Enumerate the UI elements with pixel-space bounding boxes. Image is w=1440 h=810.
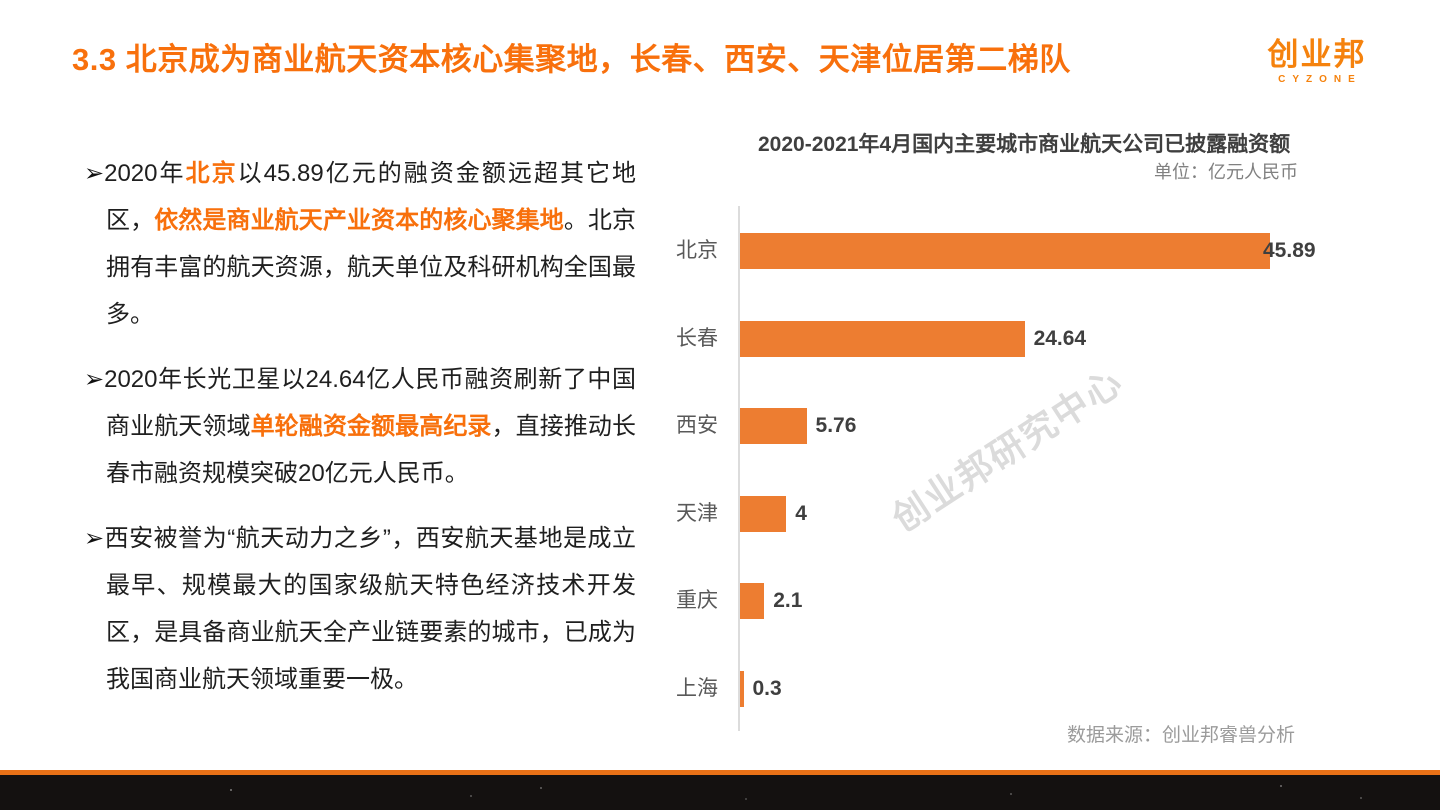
chart-unit-label: 单位：亿元人民币: [1154, 162, 1298, 182]
bar: [740, 495, 787, 532]
category-label: 北京: [676, 239, 718, 262]
footer-accent-line: [0, 770, 1440, 775]
y-axis-line: [738, 206, 740, 731]
bar: [740, 583, 765, 620]
arrow-bullet-icon: ➢: [84, 525, 105, 552]
bar: [740, 320, 1025, 357]
page-title: 3.3 北京成为商业航天资本核心集聚地，长春、西安、天津位居第二梯队: [72, 42, 1071, 77]
value-label: 5.76: [815, 414, 857, 438]
category-label: 上海: [676, 677, 718, 700]
arrow-bullet-icon: ➢: [84, 160, 105, 187]
bullet-item: ➢2020年长光卫星以24.64亿人民币融资刷新了中国商业航天领域单轮融资金额最…: [84, 356, 636, 497]
value-label: 4: [795, 501, 807, 525]
cyzone-logo-en: CYZONE: [1278, 74, 1362, 85]
cyzone-logo-cn: 创业邦: [1267, 37, 1367, 72]
value-label: 0.3: [752, 677, 782, 700]
highlight-text: 依然是商业航天产业资本的核心聚集地: [154, 207, 564, 234]
body-text: ，直接推动长春市融资规模突破20亿元人民币。: [106, 413, 637, 487]
data-source-note: 数据来源：创业邦睿兽分析: [1066, 725, 1295, 746]
bar: [740, 408, 807, 445]
body-text: 2020年长光卫星以24.64亿人民币融资刷新了中国商业航天领域: [104, 366, 636, 440]
watermark: 创业邦研究中心: [884, 360, 1131, 540]
arrow-bullet-icon: ➢: [84, 366, 105, 393]
bar: [740, 671, 744, 707]
cyzone-logo: 创业邦 CYZONE: [1262, 37, 1372, 86]
category-label: 天津: [676, 501, 718, 525]
body-text: 以45.89亿元的融资金额远超其它地区，: [106, 160, 637, 234]
bullet-item: ➢2020年北京以45.89亿元的融资金额远超其它地区，依然是商业航天产业资本的…: [84, 150, 636, 338]
chart-title: 2020-2021年4月国内主要城市商业航天公司已披露融资额: [758, 133, 1291, 156]
category-label: 西安: [676, 414, 718, 438]
value-label: 45.89: [1263, 239, 1316, 262]
body-text: 2020年: [104, 160, 186, 187]
body-text: 西安被誉为“航天动力之乡”，西安航天基地是成立最早、规模最大的国家级航天特色经济…: [104, 525, 636, 693]
value-label: 2.1: [773, 589, 803, 613]
bullet-item: ➢西安被誉为“航天动力之乡”，西安航天基地是成立最早、规模最大的国家级航天特色经…: [84, 515, 636, 703]
bullet-list: ➢2020年北京以45.89亿元的融资金额远超其它地区，依然是商业航天产业资本的…: [84, 150, 636, 721]
category-label: 重庆: [676, 589, 718, 613]
category-label: 长春: [676, 326, 718, 350]
star-specks-decoration: [230, 789, 232, 791]
value-label: 24.64: [1033, 326, 1087, 350]
body-text: 。北京拥有丰富的航天资源，航天单位及科研机构全国最多。: [106, 207, 637, 328]
bar: [740, 233, 1270, 269]
footer-bar: [0, 775, 1440, 810]
highlight-text: 北京: [185, 160, 238, 187]
highlight-text: 单轮融资金额最高纪录: [250, 413, 492, 440]
